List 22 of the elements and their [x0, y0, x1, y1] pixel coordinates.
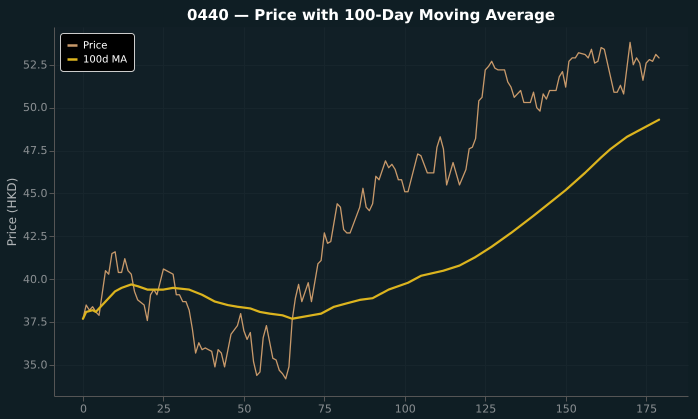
y-tick-label: 45.0 [23, 186, 48, 200]
x-tick-label: 175 [636, 402, 658, 416]
y-tick-label: 35.0 [23, 358, 48, 372]
y-tick-label: 40.0 [23, 272, 48, 286]
chart-title: 0440 — Price with 100-Day Moving Average [187, 6, 555, 24]
x-tick-label: 150 [556, 402, 577, 416]
legend-label: 100d MA [83, 54, 128, 66]
x-tick-label: 50 [237, 402, 252, 416]
x-tick-label: 0 [80, 402, 87, 416]
x-tick-label: 125 [475, 402, 496, 416]
y-tick-label: 50.0 [23, 101, 48, 114]
x-tick-label: 25 [156, 402, 171, 416]
legend-label: Price [83, 40, 108, 52]
x-tick-label: 100 [394, 402, 416, 416]
y-axis-title: Price (HKD) [5, 178, 20, 246]
line-series [82, 118, 660, 320]
line-series [82, 42, 660, 380]
y-tick-label: 42.5 [23, 230, 48, 243]
y-tick-label: 47.5 [23, 144, 48, 158]
x-tick-label: 75 [318, 402, 332, 416]
y-tick-label: 37.5 [23, 316, 48, 329]
y-tick-label: 52.5 [23, 58, 48, 72]
